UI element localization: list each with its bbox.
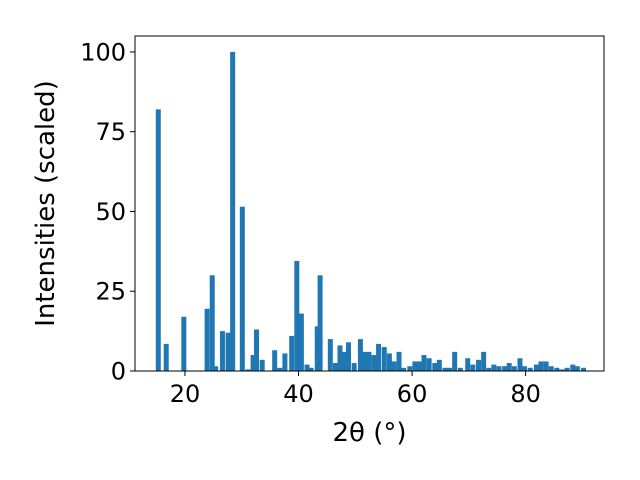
- bar: [213, 366, 219, 371]
- bar: [447, 367, 453, 371]
- bar: [442, 367, 448, 371]
- bar: [155, 109, 161, 371]
- bar: [351, 363, 357, 371]
- bar: [421, 355, 427, 371]
- bar: [289, 335, 295, 371]
- bar: [366, 351, 372, 371]
- bar: [465, 358, 471, 371]
- bar: [259, 359, 265, 371]
- bar: [204, 308, 210, 371]
- x-axis: 20 40 60 80: [170, 371, 541, 408]
- bar: [277, 367, 283, 371]
- x-tick-label: 60: [397, 380, 428, 408]
- bar: [357, 339, 363, 371]
- bar: [381, 347, 387, 371]
- bar: [250, 355, 256, 371]
- bar: [181, 316, 187, 371]
- bar: [239, 206, 245, 371]
- bar: [371, 355, 377, 371]
- y-axis-label: Intensities (scaled): [31, 80, 61, 327]
- bar: [491, 364, 497, 371]
- bar: [391, 361, 397, 371]
- bar: [527, 367, 533, 371]
- bar: [376, 343, 382, 371]
- bar: [457, 367, 463, 371]
- bar: [298, 313, 304, 371]
- bar: [332, 363, 338, 371]
- bar: [548, 366, 554, 371]
- bar: [219, 331, 225, 371]
- bar: [282, 353, 288, 371]
- bar: [304, 364, 310, 371]
- y-tick-label: 100: [80, 38, 126, 66]
- bar: [337, 345, 343, 371]
- bar: [564, 367, 570, 371]
- bar: [511, 366, 517, 371]
- bar: [432, 363, 438, 371]
- x-tick-label: 40: [283, 380, 314, 408]
- bar: [436, 359, 442, 371]
- bar: [416, 361, 422, 371]
- bar: [533, 364, 539, 371]
- bar: [517, 358, 523, 371]
- bar: [502, 366, 508, 371]
- bar: [342, 351, 348, 371]
- bar: [345, 342, 351, 371]
- bar: [581, 367, 587, 371]
- y-tick-label: 75: [95, 118, 126, 146]
- y-tick-label: 25: [95, 278, 126, 306]
- bar: [401, 367, 407, 371]
- x-axis-label: 2θ (°): [332, 418, 406, 448]
- x-tick-label: 20: [170, 380, 201, 408]
- bar: [294, 260, 300, 371]
- bar: [245, 369, 251, 371]
- bar: [476, 359, 482, 371]
- bar: [554, 367, 560, 371]
- y-tick-label: 50: [95, 198, 126, 226]
- bar: [486, 367, 492, 371]
- bar: [574, 366, 580, 371]
- bar: [230, 51, 236, 371]
- bar: [412, 361, 418, 371]
- bar: [327, 339, 333, 371]
- x-tick-label: 80: [510, 380, 541, 408]
- bar: [254, 329, 260, 371]
- bar: [481, 351, 487, 371]
- bar: [522, 366, 528, 371]
- bar: [407, 366, 413, 371]
- bar: [361, 351, 367, 371]
- bar: [570, 364, 576, 371]
- bar: [386, 353, 392, 371]
- bar: [317, 275, 323, 371]
- bar: [163, 343, 169, 371]
- bar: [470, 364, 476, 371]
- y-tick-label: 0: [111, 358, 126, 386]
- bar: [308, 367, 314, 371]
- bar: [506, 363, 512, 371]
- bar: [538, 361, 544, 371]
- bar: [496, 366, 502, 371]
- bar: [452, 351, 458, 371]
- bar: [272, 350, 278, 371]
- bar: [225, 332, 231, 371]
- bar: [559, 369, 565, 371]
- bar-series: [155, 51, 587, 371]
- bar: [543, 361, 549, 371]
- bar: [426, 358, 432, 371]
- bar: [314, 326, 320, 371]
- plot-frame: [134, 35, 605, 372]
- bar: [396, 351, 402, 371]
- y-axis: 0 25 50 75 100: [80, 38, 135, 386]
- bar: [209, 275, 215, 371]
